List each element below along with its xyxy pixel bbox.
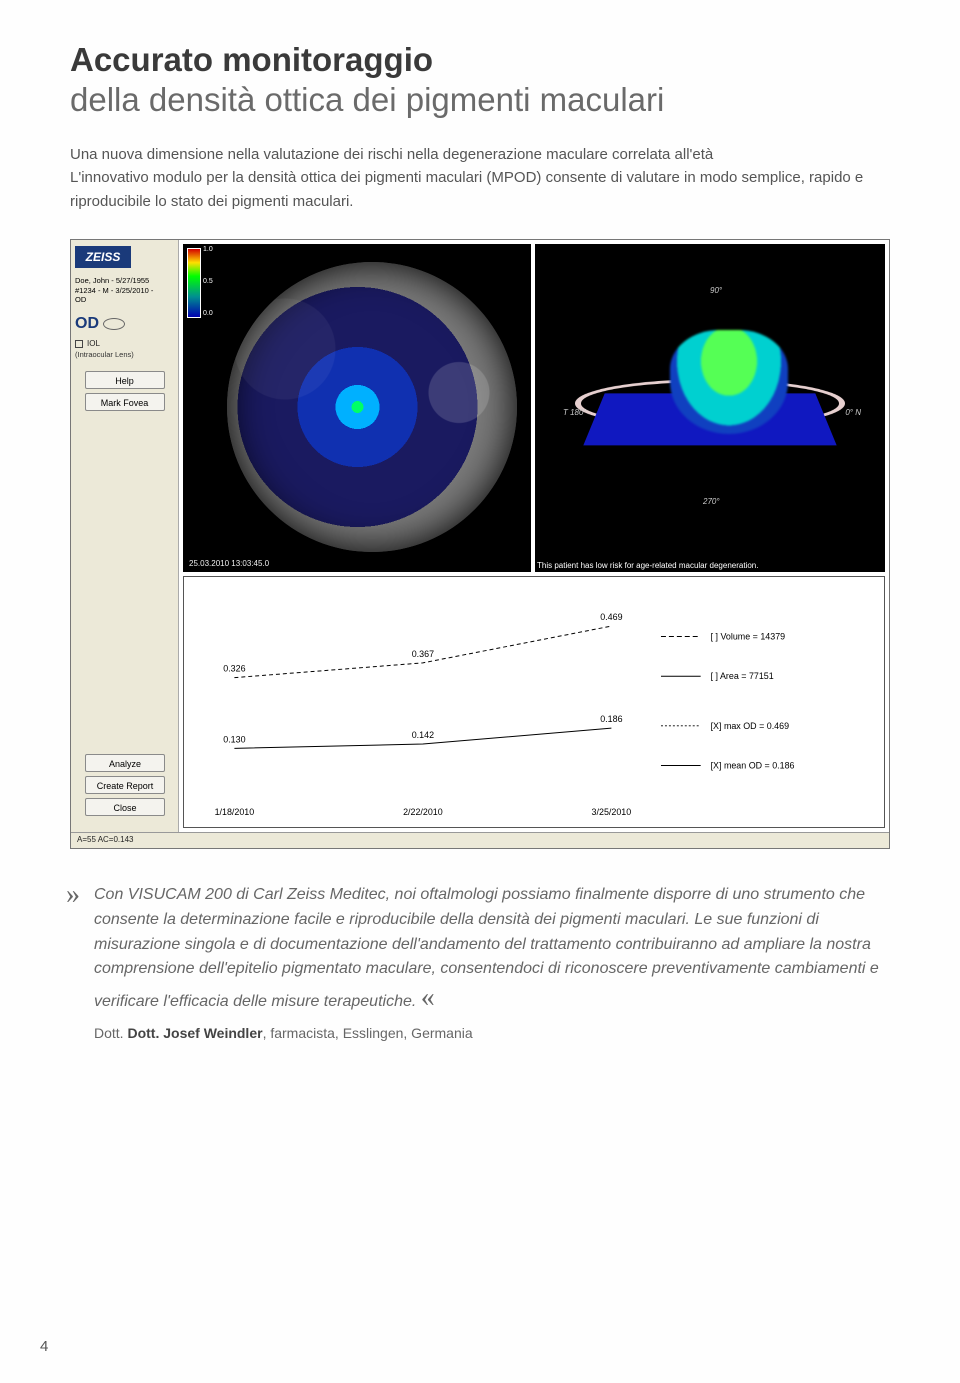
colorbar-tick-mid: 0.5 xyxy=(203,278,213,285)
iol-checkbox-row[interactable]: IOL xyxy=(75,339,174,348)
bottom-button-group: Analyze Create Report Close xyxy=(75,750,175,820)
intro-paragraph: Una nuova dimensione nella valutazione d… xyxy=(70,143,890,213)
svg-text:[X] mean OD = 0.186: [X] mean OD = 0.186 xyxy=(711,760,795,770)
software-screenshot: ZEISS Doe, John - 5/27/1955 #1234 - M - … xyxy=(70,239,890,849)
close-button[interactable]: Close xyxy=(85,798,165,816)
svg-text:0.130: 0.130 xyxy=(223,734,245,744)
od-text: OD xyxy=(75,315,99,333)
eye-icon xyxy=(103,318,125,330)
intro-body: L'innovativo modulo per la densità ottic… xyxy=(70,169,863,209)
svg-text:0.326: 0.326 xyxy=(223,664,245,674)
iol-label: IOL xyxy=(87,339,100,348)
page-number: 4 xyxy=(40,1338,48,1355)
colorbar xyxy=(187,248,201,318)
colorbar-tick-top: 1.0 xyxy=(203,246,213,253)
deg-180-label: T 180° xyxy=(563,408,587,417)
create-report-button[interactable]: Create Report xyxy=(85,776,165,794)
od-label: OD xyxy=(75,315,174,333)
svg-text:0.142: 0.142 xyxy=(412,730,434,740)
arc-container xyxy=(575,284,845,512)
quote-author: Dott. Dott. Josef Weindler, farmacista, … xyxy=(70,1025,890,1041)
svg-text:0.469: 0.469 xyxy=(600,612,622,622)
analyze-button[interactable]: Analyze xyxy=(85,754,165,772)
risk-message: This patient has low risk for age-relate… xyxy=(537,561,758,570)
svg-text:0.186: 0.186 xyxy=(600,714,622,724)
page-title-block: Accurato monitoraggio della densità otti… xyxy=(70,40,890,119)
svg-text:[ ] Area = 77151: [ ] Area = 77151 xyxy=(711,671,774,681)
author-name: Dott. Josef Weindler xyxy=(127,1025,262,1041)
surface-3d-panel: 90° T 180° 0° N 270° This patient has lo… xyxy=(535,244,885,572)
deg-0-label: 0° N xyxy=(845,408,861,417)
colorbar-tick-bot: 0.0 xyxy=(203,310,213,317)
title-light: della densità ottica dei pigmenti macula… xyxy=(70,80,890,120)
mark-fovea-button[interactable]: Mark Fovea xyxy=(85,393,165,411)
testimonial-quote: » Con VISUCAM 200 di Carl Zeiss Meditec,… xyxy=(70,883,890,1015)
fundus-image-panel: 1.0 0.5 0.0 25.03.2010 13:03:45.0 xyxy=(183,244,531,572)
svg-text:1/18/2010: 1/18/2010 xyxy=(215,807,255,817)
fundus-timestamp: 25.03.2010 13:03:45.0 xyxy=(189,559,269,568)
mpod-surface xyxy=(670,330,789,435)
status-bar: A=55 AC=0.143 xyxy=(71,832,889,848)
svg-text:0.367: 0.367 xyxy=(412,649,434,659)
checkbox-icon[interactable] xyxy=(75,340,83,348)
fundus-circle xyxy=(227,262,517,552)
title-bold: Accurato monitoraggio xyxy=(70,40,890,80)
quote-close-icon: « xyxy=(421,982,435,1013)
help-button[interactable]: Help xyxy=(85,371,165,389)
svg-text:[X] max OD = 0.469: [X] max OD = 0.469 xyxy=(711,721,790,731)
main-panel: 1.0 0.5 0.0 25.03.2010 13:03:45.0 90° T … xyxy=(179,240,889,832)
trend-chart: 0.326 0.130 0.367 0.142 0.469 0.186 1/18/2010 2… xyxy=(183,576,885,828)
intro-subhead: Una nuova dimensione nella valutazione d… xyxy=(70,146,713,163)
zeiss-logo: ZEISS xyxy=(75,246,131,268)
svg-text:[ ] Volume = 14379: [ ] Volume = 14379 xyxy=(711,631,786,641)
deg-270-label: 270° xyxy=(703,497,720,506)
svg-text:2/22/2010: 2/22/2010 xyxy=(403,807,443,817)
deg-90-label: 90° xyxy=(710,286,722,295)
svg-text:3/25/2010: 3/25/2010 xyxy=(592,807,632,817)
trend-chart-svg: 0.326 0.130 0.367 0.142 0.469 0.186 1/18/2010 2… xyxy=(184,577,884,827)
sidebar: ZEISS Doe, John - 5/27/1955 #1234 - M - … xyxy=(71,240,179,848)
quote-open-icon: » xyxy=(66,881,80,909)
iol-note: (Intraocular Lens) xyxy=(75,350,174,359)
patient-info: Doe, John - 5/27/1955 #1234 - M - 3/25/2… xyxy=(75,276,174,305)
